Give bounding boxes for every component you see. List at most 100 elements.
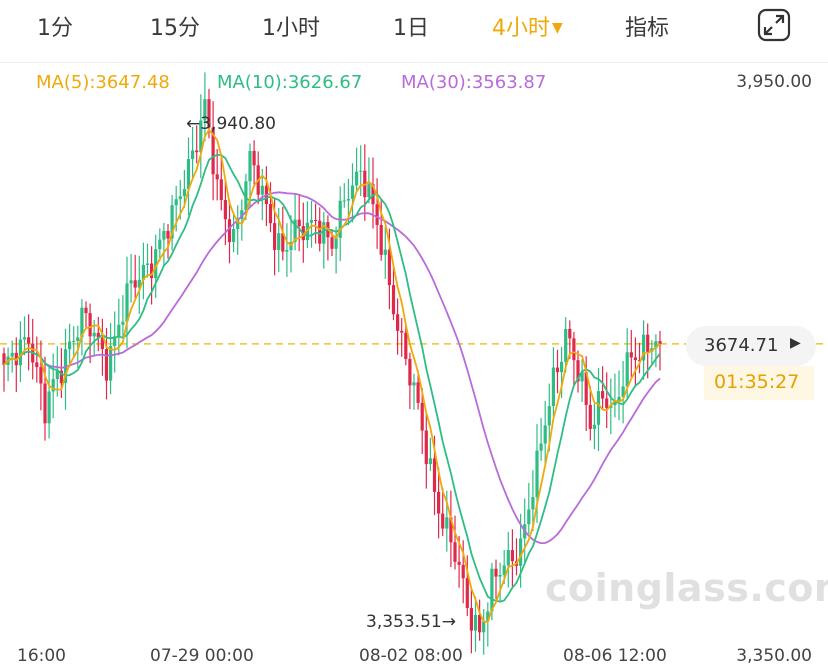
candle-body — [182, 189, 186, 197]
interval-tabs: 1分 15分 1小时 1日 4小时 ▼ 指标 — [0, 0, 828, 56]
tab-4h[interactable]: 4小时 ▼ — [492, 10, 563, 42]
candle — [170, 195, 174, 251]
candle — [211, 101, 215, 201]
candle-body — [215, 174, 219, 180]
candle-body — [191, 150, 195, 160]
candle — [297, 194, 301, 252]
candle — [355, 147, 359, 193]
candle — [117, 298, 121, 356]
candle — [88, 303, 92, 364]
candle-body — [199, 120, 203, 153]
x-tick-label: 16:00 — [17, 646, 66, 666]
ma10-line — [3, 153, 661, 603]
candle-body — [551, 367, 555, 407]
candle — [420, 387, 424, 455]
candle — [350, 163, 355, 223]
candle-body — [510, 550, 514, 562]
candle-body — [564, 328, 568, 362]
candle-body — [84, 307, 88, 314]
candle-body — [18, 339, 22, 366]
tab-indicators[interactable]: 指标 — [625, 16, 670, 41]
candle-body — [117, 324, 121, 337]
candle-body — [355, 171, 359, 186]
candle — [203, 72, 207, 142]
candle-body — [318, 220, 322, 244]
candle-body — [572, 338, 576, 361]
candle-body — [158, 239, 162, 250]
candle — [633, 337, 637, 387]
candle — [51, 353, 55, 419]
candle-body — [486, 611, 490, 622]
candle — [141, 242, 145, 300]
candle — [314, 203, 318, 244]
candle — [55, 346, 59, 397]
tab-4h-label: 4小时 — [492, 16, 550, 41]
candle — [383, 226, 387, 279]
candle — [588, 386, 592, 441]
candle — [596, 367, 601, 452]
candle — [191, 126, 195, 180]
candle-body — [478, 614, 482, 633]
candle — [572, 332, 576, 387]
candle-body — [457, 561, 461, 565]
candle — [367, 157, 371, 204]
candle-body — [342, 200, 346, 202]
last-price-tag[interactable]: 3674.71 ▶ — [686, 326, 816, 366]
price-axis-max-label: 3,950.00 — [736, 72, 812, 92]
candle — [510, 529, 514, 587]
candle — [408, 352, 412, 410]
candle-body — [281, 233, 285, 252]
candle — [223, 178, 227, 246]
candle — [68, 323, 72, 368]
candle — [400, 318, 404, 357]
candle-body — [252, 150, 256, 166]
candle-body — [260, 185, 264, 195]
ma5-line — [3, 128, 661, 624]
candle-body — [277, 233, 281, 250]
candle — [334, 226, 338, 274]
candle-body — [129, 280, 133, 284]
candle-body — [654, 341, 658, 349]
candle-body — [531, 497, 535, 510]
candle-body — [658, 341, 662, 344]
candle — [195, 125, 199, 164]
candle-body — [637, 360, 642, 362]
candle-body — [211, 127, 215, 175]
candle-body — [633, 357, 637, 361]
candle — [564, 317, 568, 373]
candle-body — [43, 383, 47, 424]
candle — [145, 243, 150, 278]
expand-corners-icon[interactable] — [756, 7, 792, 43]
candle-body — [580, 372, 584, 382]
candle-body — [629, 352, 633, 358]
tab-1d[interactable]: 1日 — [393, 16, 429, 41]
candle-body — [39, 367, 43, 384]
candle-body — [547, 406, 551, 426]
candle-body — [51, 379, 55, 392]
candle-body — [154, 249, 158, 279]
ma10-label: MA(10):3626.67 — [217, 72, 363, 93]
candle — [96, 316, 100, 352]
chevron-down-icon: ▼ — [552, 20, 563, 36]
candle — [658, 330, 662, 371]
candle-body — [59, 370, 63, 384]
ma30-label: MA(30):3563.87 — [401, 72, 547, 93]
candle — [18, 321, 22, 382]
candle-body — [461, 564, 465, 579]
candle-body — [596, 391, 601, 425]
candle — [617, 370, 621, 421]
tab-15m[interactable]: 15分 — [150, 16, 200, 41]
candle — [10, 340, 14, 373]
tab-1h[interactable]: 1小时 — [262, 16, 320, 41]
candle — [43, 356, 47, 441]
candle — [6, 347, 10, 382]
candle-body — [92, 332, 96, 337]
candle-body — [145, 263, 150, 265]
tab-1m[interactable]: 1分 — [37, 16, 73, 41]
candle-body — [195, 150, 199, 153]
candle — [514, 538, 519, 576]
candle-body — [133, 280, 137, 288]
candle — [305, 201, 309, 249]
candle — [47, 364, 51, 439]
candle — [129, 253, 133, 303]
